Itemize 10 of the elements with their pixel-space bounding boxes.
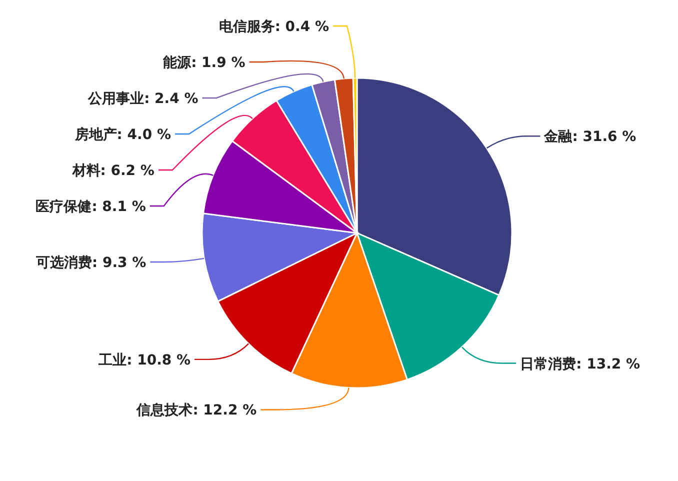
slice-label: 金融: 31.6 %: [543, 129, 636, 146]
slice-label: 工业: 10.8 %: [98, 352, 191, 368]
slice-label: 信息技术: 12.2 %: [136, 402, 257, 419]
slice-label: 房地产: 4.0 %: [74, 126, 171, 144]
slice-label: 医疗保健: 8.1 %: [36, 198, 146, 216]
slice-label: 可选消费: 9.3 %: [34, 255, 146, 272]
slice-label: 公用事业: 2.4 %: [87, 91, 198, 108]
slice-label: 日常消费: 13.2 %: [520, 356, 640, 372]
slice-label: 能源: 1.9 %: [163, 55, 246, 72]
slice-label: 电信服务: 0.4 %: [218, 19, 329, 36]
